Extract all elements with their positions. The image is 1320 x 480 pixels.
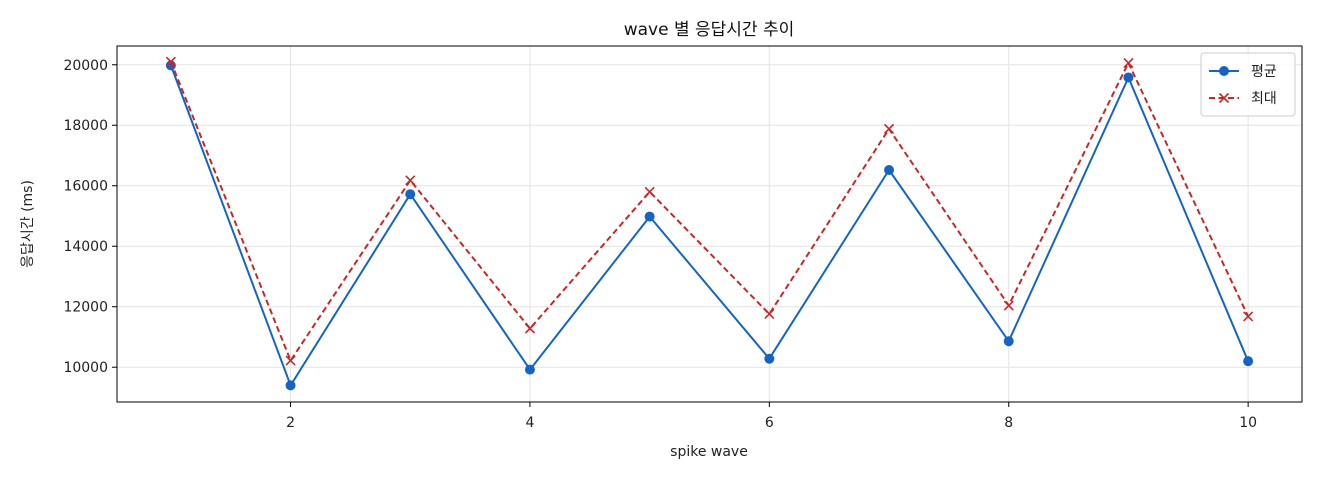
y-axis-title: 응답시간 (ms) [20,180,36,268]
legend-label: 평균 [1251,64,1277,80]
y-tick-label: 12000 [63,300,108,316]
legend-label: 최대 [1251,91,1277,107]
series-line-1 [169,65,1250,387]
data-point [644,186,655,197]
series-line-2 [169,61,1250,362]
y-tick-label: 16000 [63,179,108,195]
data-point [165,56,176,67]
data-point [1003,300,1014,311]
data-point [884,165,895,176]
x-tick-label: 2 [286,415,295,431]
data-point [644,211,655,222]
data-point [1003,336,1014,347]
legend-marker [1218,92,1230,104]
x-tick-label: 4 [525,415,534,431]
data-point [285,355,296,366]
data-point [1123,72,1134,83]
data-point [165,60,176,71]
data-point [524,364,535,375]
x-tick-label: 6 [765,415,774,431]
legend-marker [1219,66,1229,76]
data-point [883,123,895,134]
plot-frame [116,45,1303,403]
x-axis-title: spike wave [670,444,748,460]
data-point [764,308,775,320]
data-point [1123,57,1134,69]
y-tick-label: 18000 [63,118,108,134]
y-tick-label: 20000 [63,58,108,74]
x-axis: 2 4 6 8 10 [286,402,1257,431]
data-point [285,380,296,391]
y-tick-label: 14000 [63,239,108,255]
series-layer [165,56,1254,391]
y-axis: 10000 12000 14000 16000 18000 20000 [63,58,117,376]
grid-lines [117,46,1302,402]
x-tick-label: 8 [1004,415,1013,431]
legend-box [1200,52,1296,117]
data-point [405,189,416,200]
chart-title: wave 별 응답시간 추이 [624,20,795,40]
x-tick-label: 10 [1239,415,1257,431]
data-point [1243,311,1254,322]
data-point [1243,356,1254,367]
y-tick-label: 10000 [63,360,108,376]
data-point [524,323,536,334]
data-point [764,353,775,364]
data-point [405,175,416,186]
